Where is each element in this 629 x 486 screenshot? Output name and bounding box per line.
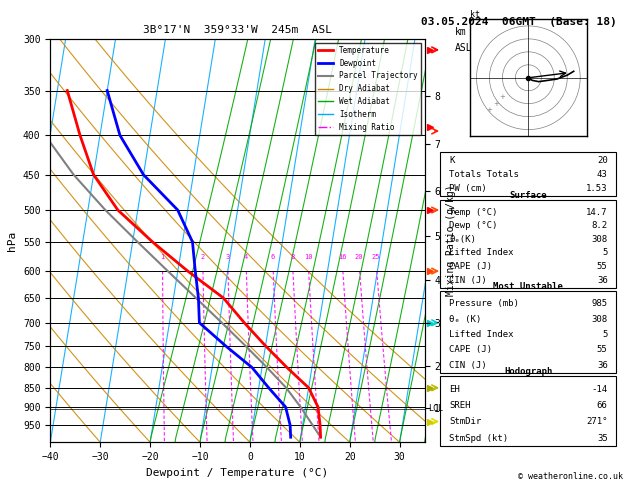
Text: 55: 55 xyxy=(597,346,608,354)
FancyBboxPatch shape xyxy=(440,152,616,196)
Text: 36: 36 xyxy=(597,361,608,370)
Title: 3B°17'N  359°33'W  245m  ASL: 3B°17'N 359°33'W 245m ASL xyxy=(143,25,332,35)
Text: 03.05.2024  06GMT  (Base: 18): 03.05.2024 06GMT (Base: 18) xyxy=(421,17,617,27)
Legend: Temperature, Dewpoint, Parcel Trajectory, Dry Adiabat, Wet Adiabat, Isotherm, Mi: Temperature, Dewpoint, Parcel Trajectory… xyxy=(314,43,421,135)
Text: 2: 2 xyxy=(201,254,205,260)
Text: 55: 55 xyxy=(597,262,608,271)
Text: Most Unstable: Most Unstable xyxy=(493,282,564,291)
Text: -14: -14 xyxy=(591,384,608,394)
Text: Temp (°C): Temp (°C) xyxy=(449,208,498,217)
Text: StmDir: StmDir xyxy=(449,417,481,426)
Text: km: km xyxy=(455,27,466,37)
Text: 16: 16 xyxy=(338,254,347,260)
Text: θₑ(K): θₑ(K) xyxy=(449,235,476,244)
Text: LCL: LCL xyxy=(428,404,443,413)
Text: +: + xyxy=(493,101,499,107)
Text: 308: 308 xyxy=(591,235,608,244)
Text: 8.2: 8.2 xyxy=(591,221,608,230)
Text: θₑ (K): θₑ (K) xyxy=(449,314,481,324)
Y-axis label: hPa: hPa xyxy=(8,230,18,251)
Text: 5: 5 xyxy=(602,248,608,258)
Text: 271°: 271° xyxy=(586,417,608,426)
Text: Dewp (°C): Dewp (°C) xyxy=(449,221,498,230)
Text: CIN (J): CIN (J) xyxy=(449,276,487,285)
Text: 985: 985 xyxy=(591,299,608,308)
Text: 20: 20 xyxy=(355,254,363,260)
Text: EH: EH xyxy=(449,384,460,394)
Text: CAPE (J): CAPE (J) xyxy=(449,346,492,354)
Text: 3: 3 xyxy=(226,254,230,260)
Text: 14.7: 14.7 xyxy=(586,208,608,217)
Text: K: K xyxy=(449,156,455,165)
Text: SREH: SREH xyxy=(449,401,470,410)
Text: 36: 36 xyxy=(597,276,608,285)
Text: © weatheronline.co.uk: © weatheronline.co.uk xyxy=(518,472,623,481)
Text: 10: 10 xyxy=(304,254,312,260)
X-axis label: Dewpoint / Temperature (°C): Dewpoint / Temperature (°C) xyxy=(147,468,328,478)
Text: 308: 308 xyxy=(591,314,608,324)
FancyBboxPatch shape xyxy=(440,377,616,446)
Text: Totals Totals: Totals Totals xyxy=(449,170,519,179)
Text: Lifted Index: Lifted Index xyxy=(449,248,514,258)
Text: 1.53: 1.53 xyxy=(586,184,608,193)
Text: +: + xyxy=(487,107,493,113)
Text: 66: 66 xyxy=(597,401,608,410)
Text: 5: 5 xyxy=(602,330,608,339)
FancyBboxPatch shape xyxy=(440,291,616,373)
Text: 4: 4 xyxy=(244,254,248,260)
Text: Pressure (mb): Pressure (mb) xyxy=(449,299,519,308)
Text: CIN (J): CIN (J) xyxy=(449,361,487,370)
Text: Lifted Index: Lifted Index xyxy=(449,330,514,339)
Text: 6: 6 xyxy=(270,254,275,260)
Text: Hodograph: Hodograph xyxy=(504,367,552,377)
Text: PW (cm): PW (cm) xyxy=(449,184,487,193)
FancyBboxPatch shape xyxy=(440,200,616,288)
Text: Surface: Surface xyxy=(509,191,547,200)
Text: 8: 8 xyxy=(290,254,294,260)
Text: 1: 1 xyxy=(160,254,165,260)
Text: CAPE (J): CAPE (J) xyxy=(449,262,492,271)
Text: 43: 43 xyxy=(597,170,608,179)
Text: 25: 25 xyxy=(372,254,380,260)
Text: +: + xyxy=(499,94,505,100)
Text: StmSpd (kt): StmSpd (kt) xyxy=(449,434,508,443)
Text: 20: 20 xyxy=(597,156,608,165)
Y-axis label: Mixing Ratio (g/kg): Mixing Ratio (g/kg) xyxy=(446,185,456,296)
Text: ASL: ASL xyxy=(455,43,472,53)
Text: 35: 35 xyxy=(597,434,608,443)
Text: kt: kt xyxy=(470,10,480,19)
